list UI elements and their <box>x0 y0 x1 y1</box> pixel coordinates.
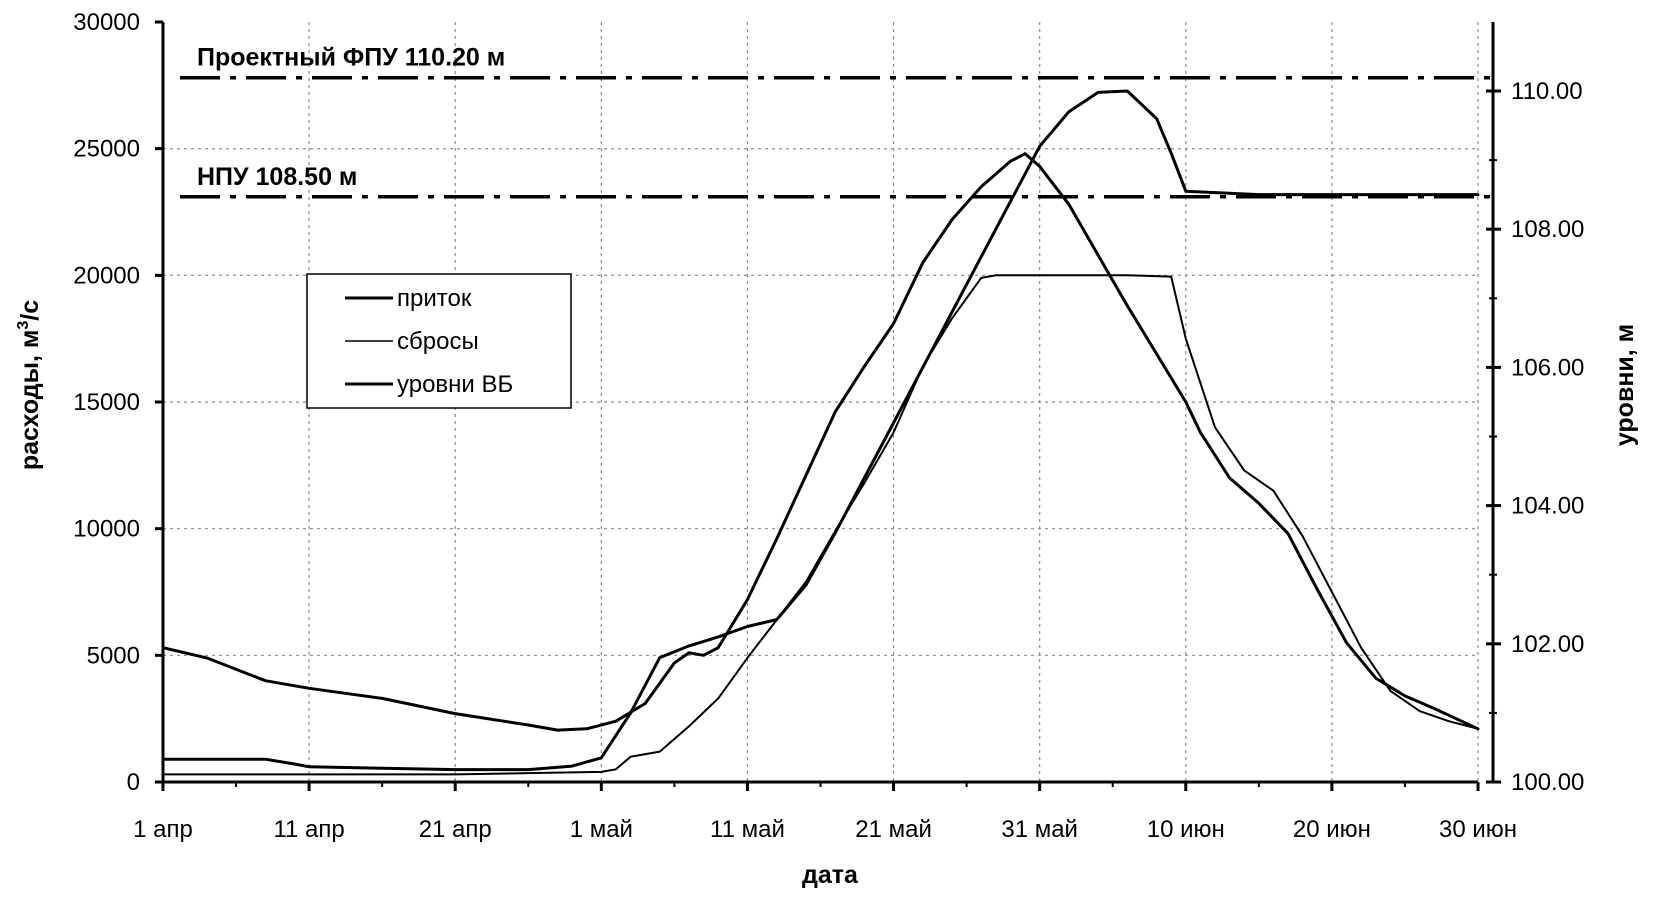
reference-line-label: НПУ 108.50 м <box>197 163 357 191</box>
tick-labels: 0 5000 10000 15000 20000 25000 30000 1 апр 11 ап… <box>73 9 1584 843</box>
x-tick-label: 10 июн <box>1147 816 1225 843</box>
y-tick-label-left: 0 <box>127 769 140 796</box>
y-tick-label-right: 100.00 <box>1511 769 1584 796</box>
x-tick-label: 21 май <box>855 816 932 843</box>
legend-label-pritok: приток <box>397 285 472 312</box>
series-line-urovni <box>161 89 1480 772</box>
x-tick-label: 11 май <box>710 816 785 843</box>
x-tick-label: 31 май <box>1001 816 1078 843</box>
x-tick-label: 30 июн <box>1439 816 1517 843</box>
series-line-pritok <box>161 152 1480 732</box>
y-tick-label-right: 108.00 <box>1511 216 1584 243</box>
y-tick-label-right: 102.00 <box>1511 631 1584 658</box>
y-axis-left-title-main: расходы, м <box>16 330 44 471</box>
x-tick-label: 11 апр <box>273 816 344 843</box>
reference-line-label: Проектный ФПУ 110.20 м <box>197 44 505 72</box>
y-tick-label-right: 110.00 <box>1511 78 1583 105</box>
y-tick-label-right: 104.00 <box>1511 493 1584 520</box>
reference-lines: Проектный ФПУ 110.20 м НПУ 108.50 м <box>180 44 1490 199</box>
y-tick-label-left: 10000 <box>73 516 140 543</box>
x-tick-label: 21 апр <box>419 816 492 843</box>
y-tick-label-left: 5000 <box>87 642 140 669</box>
y-tick-label-right: 106.00 <box>1511 354 1584 381</box>
series-lines <box>161 89 1480 776</box>
legend-label-sbrosy: сбросы <box>397 328 479 355</box>
x-tick-label: 1 апр <box>133 816 193 843</box>
y-axis-left-title-tail: /с <box>16 300 44 321</box>
y-axis-right-title: уровни, м <box>1611 324 1639 446</box>
x-axis-title: дата <box>802 861 859 889</box>
legend: приток сбросы уровни ВБ <box>306 273 572 409</box>
y-axis-left-title-sup: 3 <box>15 321 32 330</box>
y-tick-label-left: 15000 <box>73 389 140 416</box>
x-tick-label: 1 май <box>570 816 633 843</box>
y-tick-label-left: 30000 <box>73 9 140 36</box>
axes <box>155 20 1501 791</box>
legend-label-urovni: уровни ВБ <box>397 371 513 398</box>
y-axis-left-title: расходы, м3/с <box>15 300 44 470</box>
y-tick-label-left: 20000 <box>73 262 140 289</box>
y-tick-label-left: 25000 <box>73 136 140 163</box>
x-tick-label: 20 июн <box>1293 816 1371 843</box>
